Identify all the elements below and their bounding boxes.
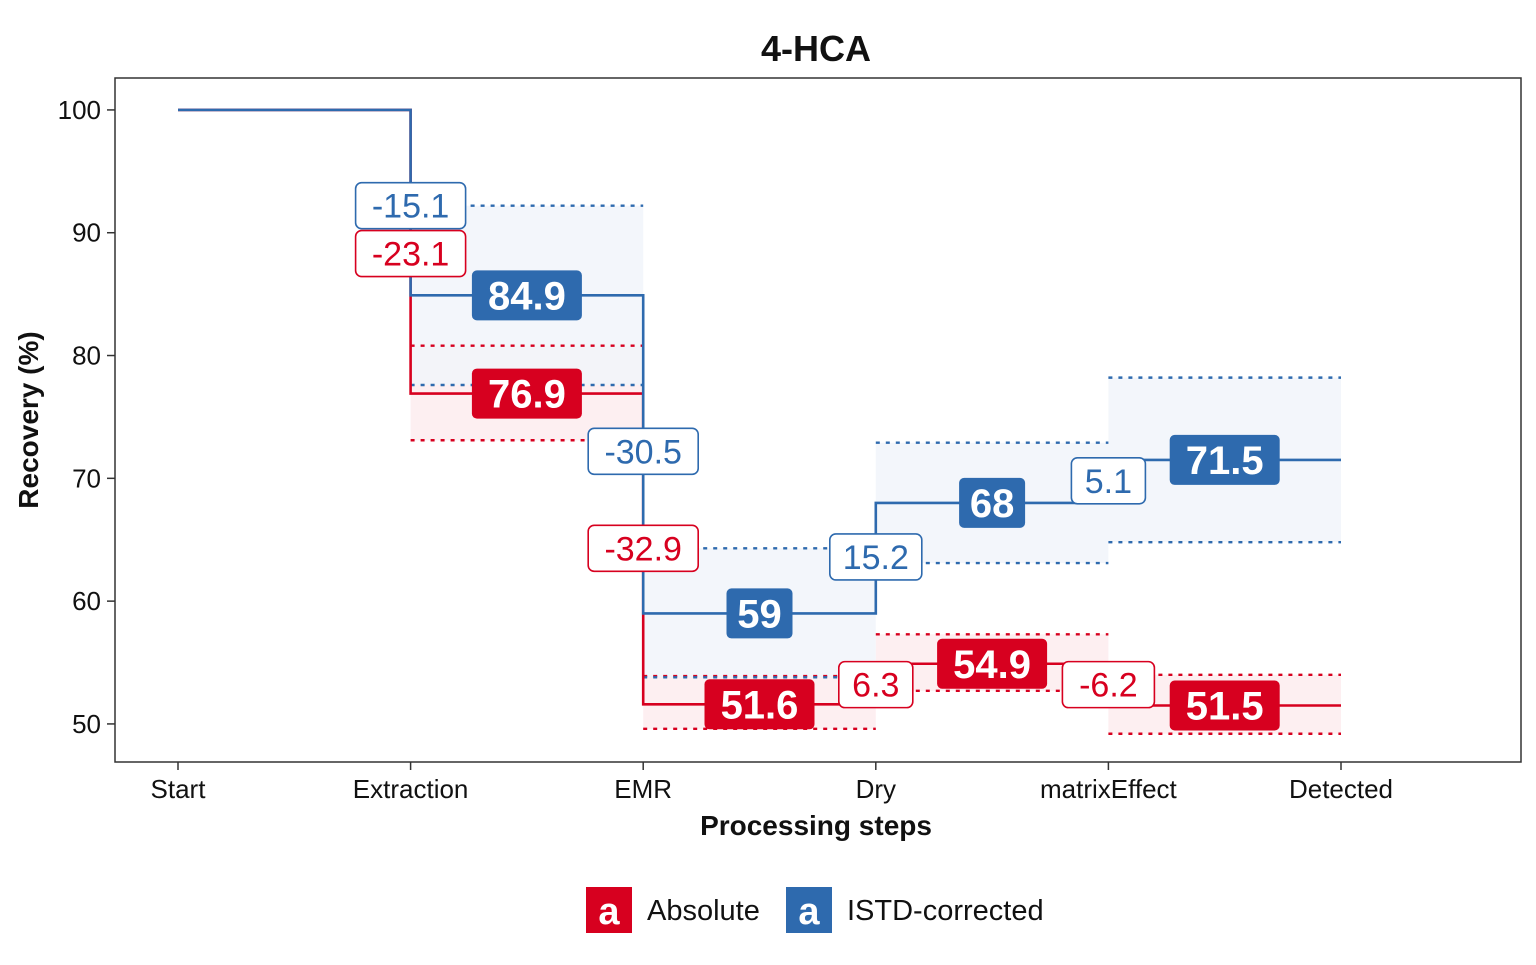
value-label-box-1-1 [471,270,582,321]
value-label-0-4: 51.5 [1186,685,1264,729]
y-tick-label-100: 100 [58,95,101,125]
value-label-1-3: 68 [970,482,1015,526]
y-tick-label-60: 60 [72,586,101,616]
value-label-0-3: 54.9 [953,643,1031,687]
change-label-box-1-2 [587,427,700,476]
legend-key-glyph-1: a [798,891,820,933]
change-label-0-2: -32.9 [604,530,682,568]
legend-key-1 [786,887,832,933]
chart-title: 4-HCA [761,28,871,69]
value-labels: 76.9 51.6 54.9 51.5 84.9 59 68 71.5 [471,270,1280,731]
value-label-1-1: 84.9 [488,274,566,318]
change-label-box-1-4 [1070,456,1147,505]
x-tick-label-2: EMR [614,774,672,804]
y-tick-label-50: 50 [72,709,101,739]
change-label-1-3: 15.2 [843,539,909,577]
value-label-box-1-4 [1169,434,1280,485]
change-label-0-4: -6.2 [1079,667,1138,705]
y-tick-label-90: 90 [72,218,101,248]
value-label-box-0-3 [937,638,1048,689]
plot-border [114,77,1522,763]
change-label-1-2: -30.5 [604,433,682,471]
value-label-box-0-1 [471,368,582,419]
change-label-box-0-3 [837,660,914,709]
value-label-box-1-2 [726,588,793,639]
x-axis-title: Processing steps [700,810,932,841]
y-tick-label-80: 80 [72,341,101,371]
legend-label-1: ISTD-corrected [847,895,1044,927]
y-axis-title: Recovery (%) [13,331,44,508]
change-label-box-0-4 [1061,660,1156,709]
change-label-1-4: 5.1 [1085,463,1132,501]
x-tick-label-1: Extraction [353,774,469,804]
x-tick-label-4: matrixEffect [1040,774,1178,804]
value-label-box-0-2 [704,679,815,730]
value-label-box-1-3 [959,477,1026,528]
change-label-box-0-1 [354,229,467,278]
change-labels: -23.1 -32.9 6.3 -6.2 -15.1 -30.5 15.2 5.1 [354,181,1156,709]
plot-area: 76.9 51.6 54.9 51.5 84.9 59 68 71.5 -23.1 -32.9 6.… [178,108,1341,735]
legend-key-0 [586,887,632,933]
axes: 50 60 70 80 90 100 Start Extraction EMR Dry matrix… [58,95,1393,804]
change-label-box-1-3 [828,533,923,581]
y-tick-label-70: 70 [72,463,101,493]
legend-label-0: Absolute [647,895,760,927]
value-label-1-4: 71.5 [1186,439,1264,483]
value-label-0-2: 51.6 [721,683,799,727]
change-label-0-3: 6.3 [852,667,899,705]
value-label-1-2: 59 [737,592,782,636]
change-label-box-1-1 [354,181,467,230]
value-label-box-0-4 [1169,680,1280,731]
x-tick-label-5: Detected [1289,774,1393,804]
change-label-box-0-2 [587,524,700,573]
change-label-1-1: -15.1 [372,188,450,226]
x-tick-label-0: Start [151,774,207,804]
value-label-0-1: 76.9 [488,373,566,417]
legend: a Absolute a ISTD-corrected [586,887,1044,933]
change-label-0-1: -23.1 [372,236,450,274]
legend-key-glyph-0: a [598,891,620,933]
x-tick-label-3: Dry [856,774,896,804]
